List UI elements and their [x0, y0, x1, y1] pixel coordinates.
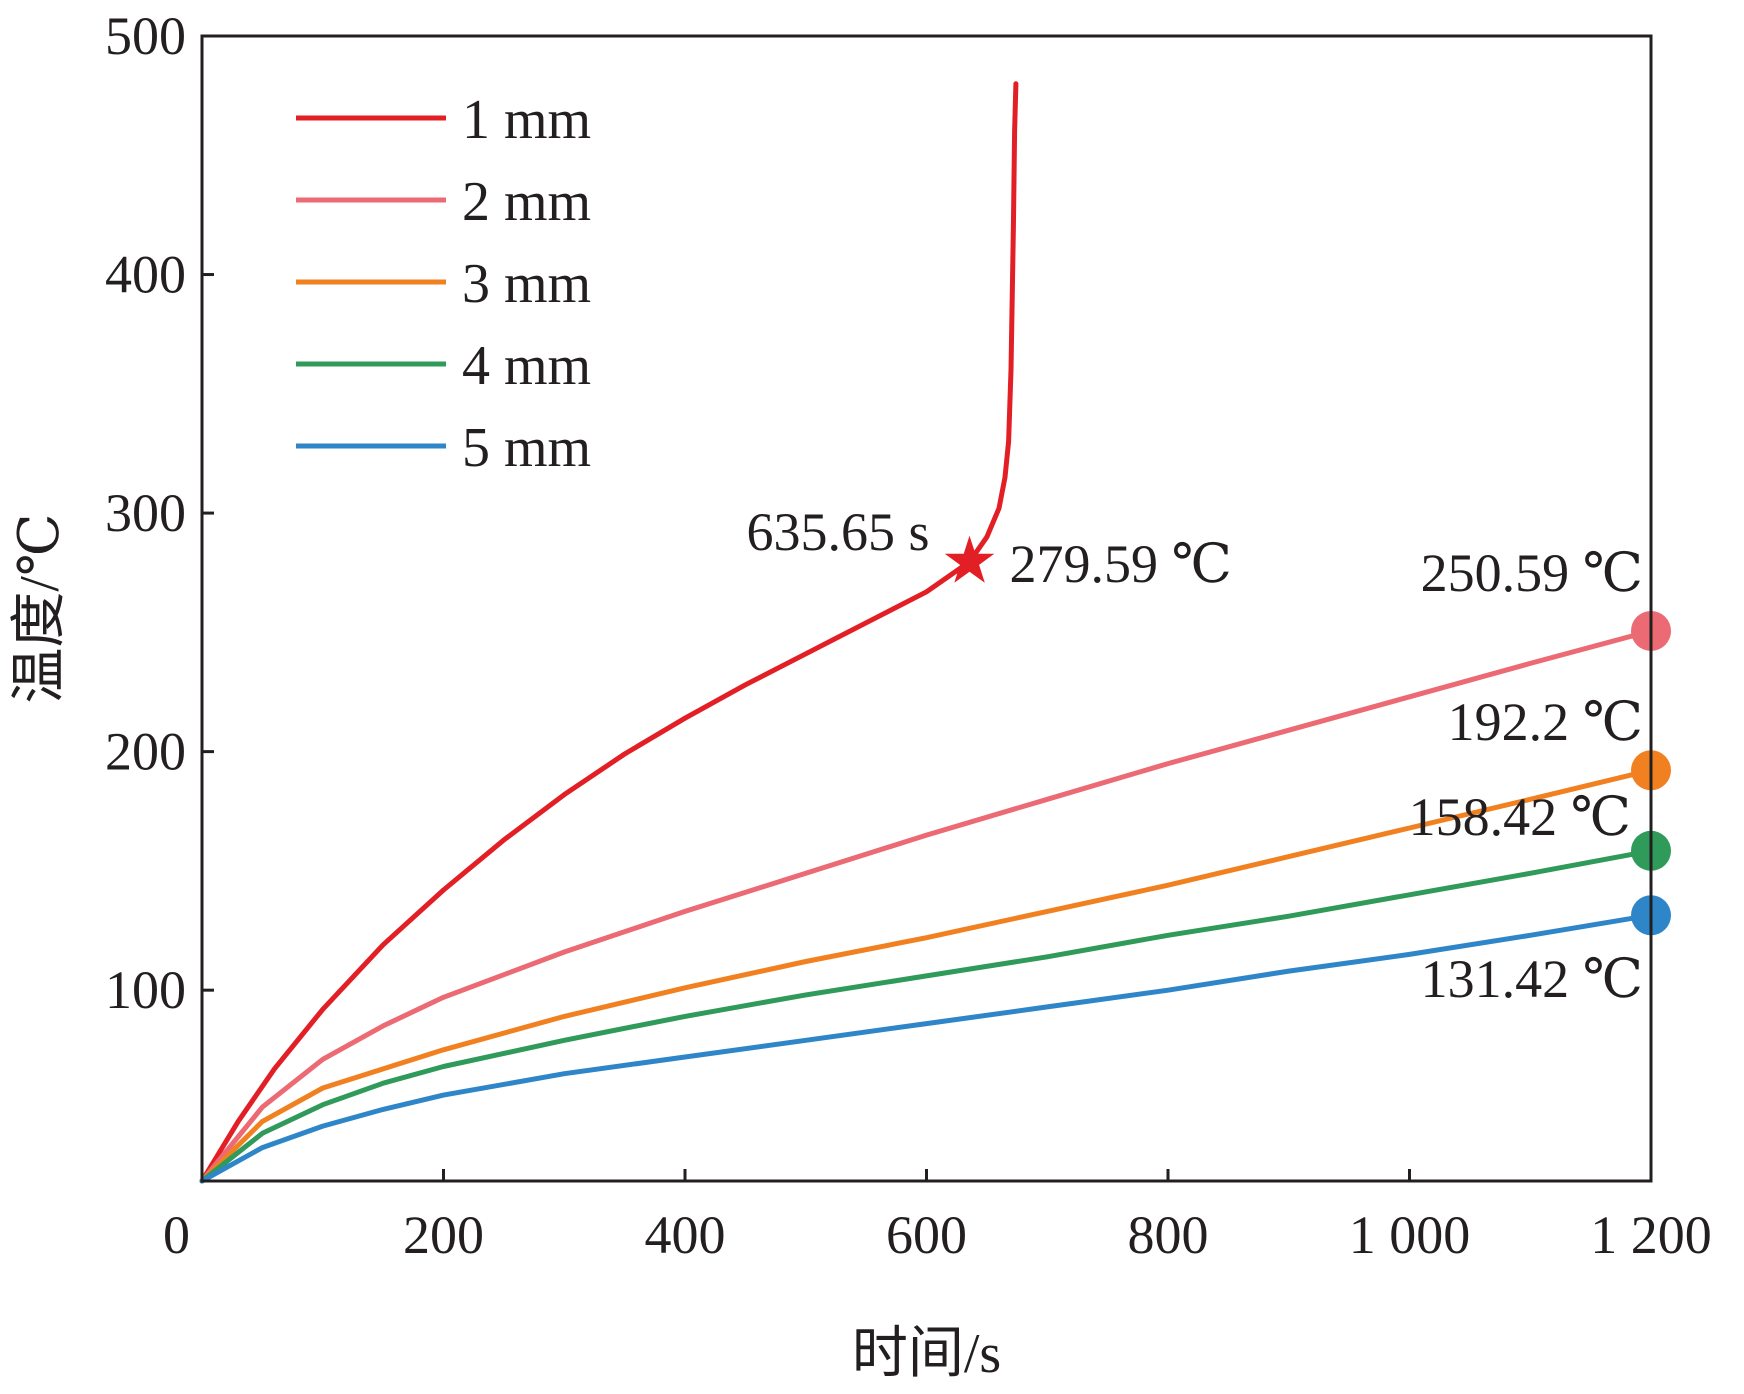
series-line-5-mm	[199, 912, 1654, 1184]
x-tick-label: 600	[886, 1205, 967, 1265]
x-tick-label: 200	[403, 1205, 484, 1265]
series-line-1-mm	[199, 81, 1019, 1184]
legend-label: 4 mm	[462, 335, 591, 397]
x-axis-title: 时间/s	[852, 1323, 1001, 1385]
x-tick-label: 400	[645, 1205, 726, 1265]
y-tick-label: 500	[105, 6, 186, 66]
end-value-label-2-mm: 250.59 ℃	[1421, 543, 1643, 603]
series-layer	[199, 81, 1654, 1184]
legend-label: 2 mm	[462, 171, 591, 233]
annotation-time-label: 635.65 s	[747, 502, 930, 562]
y-tick-label: 400	[105, 245, 186, 305]
y-tick-label: 300	[105, 483, 186, 543]
y-tick-label: 100	[105, 960, 186, 1020]
axes-layer	[200, 34, 1653, 1183]
x-tick-label: 0	[163, 1205, 190, 1265]
annotation-temp-label: 279.59 ℃	[1010, 534, 1232, 594]
legend-label: 5 mm	[462, 417, 591, 479]
x-tick-label: 1 000	[1349, 1205, 1471, 1265]
legend-label: 1 mm	[462, 89, 591, 151]
x-tick-label: 1 200	[1590, 1205, 1712, 1265]
y-axis-title: 温度/℃	[9, 513, 71, 703]
legend-label: 3 mm	[462, 253, 591, 315]
y-tick-label: 200	[105, 722, 186, 782]
legend: 1 mm 2 mm 3 mm 4 mm 5 mm	[296, 89, 591, 479]
star-marker	[944, 535, 995, 583]
series-line-3-mm	[199, 767, 1654, 1184]
end-value-label-3-mm: 192.2 ℃	[1448, 692, 1643, 752]
label-layer: 0 200 400 600 800 1 000 1 200 100 200 300 400 500 时间…	[9, 6, 1712, 1385]
series-line-4-mm	[199, 848, 1654, 1184]
series-line-2-mm	[199, 628, 1654, 1184]
end-value-label-4-mm: 158.42 ℃	[1409, 787, 1631, 847]
x-tick-label: 800	[1128, 1205, 1209, 1265]
end-value-label-5-mm: 131.42 ℃	[1421, 949, 1643, 1009]
